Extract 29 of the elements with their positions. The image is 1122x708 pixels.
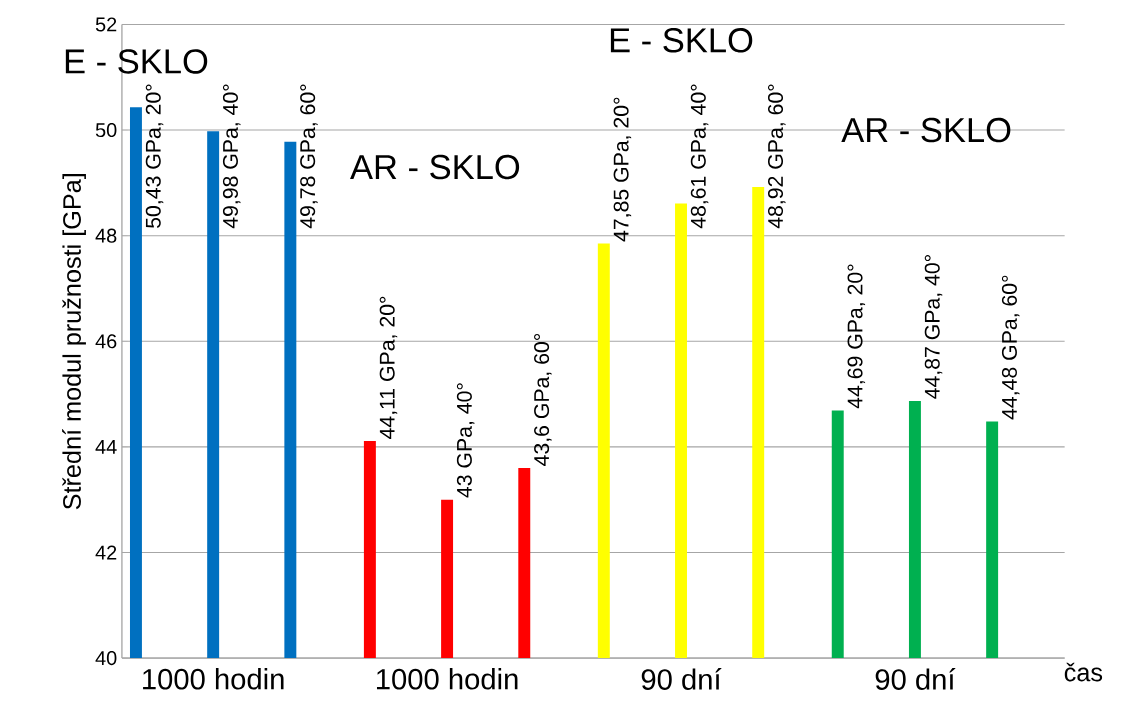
x-tick-label: 1000 hodin (376, 668, 518, 690)
data-label: 48,92 GPa, 60° (767, 84, 786, 229)
annotation: AR - SKLO (841, 117, 1011, 143)
data-label: 44,48 GPa, 60° (1001, 275, 1020, 420)
data-label: 43 GPa, 40° (456, 383, 475, 498)
data-label: 49,98 GPa, 40° (222, 84, 241, 229)
y-axis-title: Střední modul pružnosti [GPa] (62, 174, 86, 510)
y-tick-label: 46 (95, 334, 117, 349)
y-tick-label: 42 (95, 545, 117, 560)
y-tick-label: 50 (95, 123, 117, 138)
x-tick-label: 1000 hodin (143, 668, 284, 690)
y-tick-label: 40 (95, 651, 117, 666)
data-label: 44,69 GPa, 20° (847, 264, 866, 409)
data-label: 44,87 GPa, 40° (924, 255, 943, 399)
x-tick-label: 90 dní (641, 668, 722, 690)
y-tick-label: 48 (95, 228, 117, 243)
data-label: 43,6 GPa, 60° (534, 333, 552, 466)
data-label: 44,11 GPa, 20° (379, 296, 398, 439)
y-tick-label: 44 (95, 440, 117, 454)
data-label: 47,85 GPa, 20° (613, 97, 632, 242)
data-label: 50,43 GPa, 20° (145, 84, 164, 228)
annotation: AR - SKLO (350, 154, 520, 180)
x-tick-label: 90 dní (875, 668, 956, 690)
x-axis-title: čas (1064, 662, 1103, 682)
annotation: E - SKLO (610, 28, 753, 53)
data-label: 49,78 GPa, 60° (300, 84, 318, 229)
annotation: E - SKLO (65, 49, 208, 74)
data-label: 48,61 GPa, 40° (690, 84, 709, 229)
y-tick-label: 52 (95, 17, 117, 32)
